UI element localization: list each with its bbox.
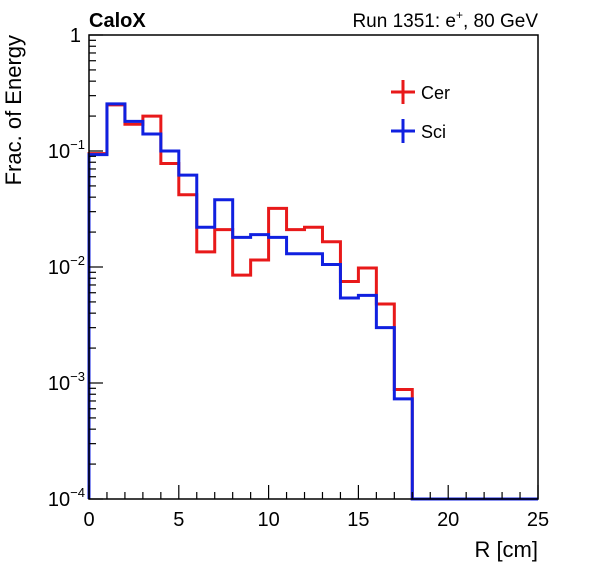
run-superscript: + — [456, 8, 463, 22]
legend: Cer Sci — [391, 80, 450, 143]
series-line-sci — [87, 102, 538, 501]
x-tick-label: 15 — [347, 509, 369, 531]
y-tick-label: 10−4 — [48, 485, 85, 511]
legend-entry-sci: Sci — [391, 119, 446, 143]
y-tick-label: 10−1 — [48, 137, 85, 163]
series-sci — [87, 102, 538, 501]
legend-entry-cer: Cer — [391, 80, 450, 104]
y-axis-title: Frac. of Energy — [1, 35, 26, 185]
x-tick-label: 25 — [527, 509, 549, 531]
y-tick-label: 10−2 — [48, 253, 85, 279]
series-cer — [87, 103, 538, 501]
y-tick-label: 10−3 — [48, 369, 85, 395]
run-label: Run 1351: e+, 80 GeV — [352, 8, 538, 32]
experiment-label: CaloX — [89, 10, 146, 32]
series-line-cer — [87, 103, 538, 501]
x-tick-label: 0 — [83, 509, 94, 531]
run-suffix: , 80 GeV — [463, 11, 538, 32]
x-tick-label: 5 — [173, 509, 184, 531]
x-tick-label: 20 — [437, 509, 459, 531]
x-axis-title: R [cm] — [474, 537, 538, 562]
series-layer — [87, 102, 538, 501]
plot-frame — [88, 34, 539, 500]
y-tick-label: 1 — [70, 25, 81, 47]
legend-cer-label: Cer — [421, 83, 450, 103]
x-tick-label: 10 — [257, 509, 279, 531]
axis-layer: 0 5 10 15 20 25 1 10−1 10−2 10−3 10−4 — [48, 25, 549, 531]
legend-sci-label: Sci — [421, 122, 446, 142]
